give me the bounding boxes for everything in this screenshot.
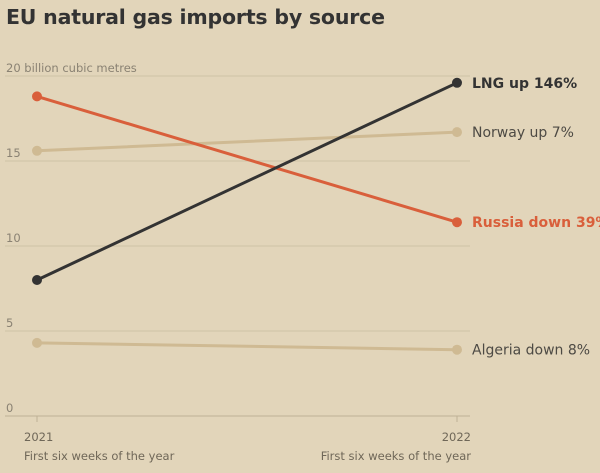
series-line-russia bbox=[35, 94, 459, 224]
series-line-norway bbox=[35, 130, 459, 153]
series-labels: Algeria down 8% Norway up 7% Russia down 3… bbox=[472, 76, 600, 359]
y-tick-label-5: 5 bbox=[6, 316, 13, 330]
series-line-algeria bbox=[35, 341, 459, 352]
point-norway-2022 bbox=[452, 127, 462, 138]
y-axis: 0 5 10 15 20 billion cubic metres bbox=[6, 61, 137, 415]
series-label-russia: Russia down 39% bbox=[472, 215, 600, 231]
point-norway-2021 bbox=[32, 145, 42, 156]
series-label-norway: Norway up 7% bbox=[472, 125, 574, 141]
series-label-algeria: Algeria down 8% bbox=[472, 343, 590, 359]
point-russia-2021 bbox=[32, 91, 42, 102]
x-sublabel-2021: First six weeks of the year bbox=[24, 449, 175, 463]
point-lng-2022 bbox=[452, 77, 462, 88]
x-axis: 2021 First six weeks of the year 2022 First… bbox=[24, 416, 471, 463]
chart-title: EU natural gas imports by source bbox=[6, 5, 385, 29]
point-algeria-2022 bbox=[452, 344, 462, 355]
series-label-lng: LNG up 146% bbox=[472, 76, 577, 92]
x-tick-label-2021: 2021 bbox=[24, 430, 53, 444]
point-russia-2022 bbox=[452, 217, 462, 228]
point-lng-2021 bbox=[32, 275, 42, 285]
series-lines bbox=[32, 77, 462, 355]
y-tick-label-10: 10 bbox=[6, 231, 21, 245]
y-tick-label-15: 15 bbox=[6, 146, 21, 160]
y-tick-label-0: 0 bbox=[6, 401, 13, 415]
x-tick-label-2022: 2022 bbox=[442, 430, 471, 444]
point-algeria-2021 bbox=[32, 337, 42, 348]
y-tick-label-20: 20 billion cubic metres bbox=[6, 61, 137, 75]
gridlines bbox=[5, 75, 470, 417]
x-sublabel-2022: First six weeks of the year bbox=[321, 449, 472, 463]
series-line-lng bbox=[35, 81, 459, 282]
